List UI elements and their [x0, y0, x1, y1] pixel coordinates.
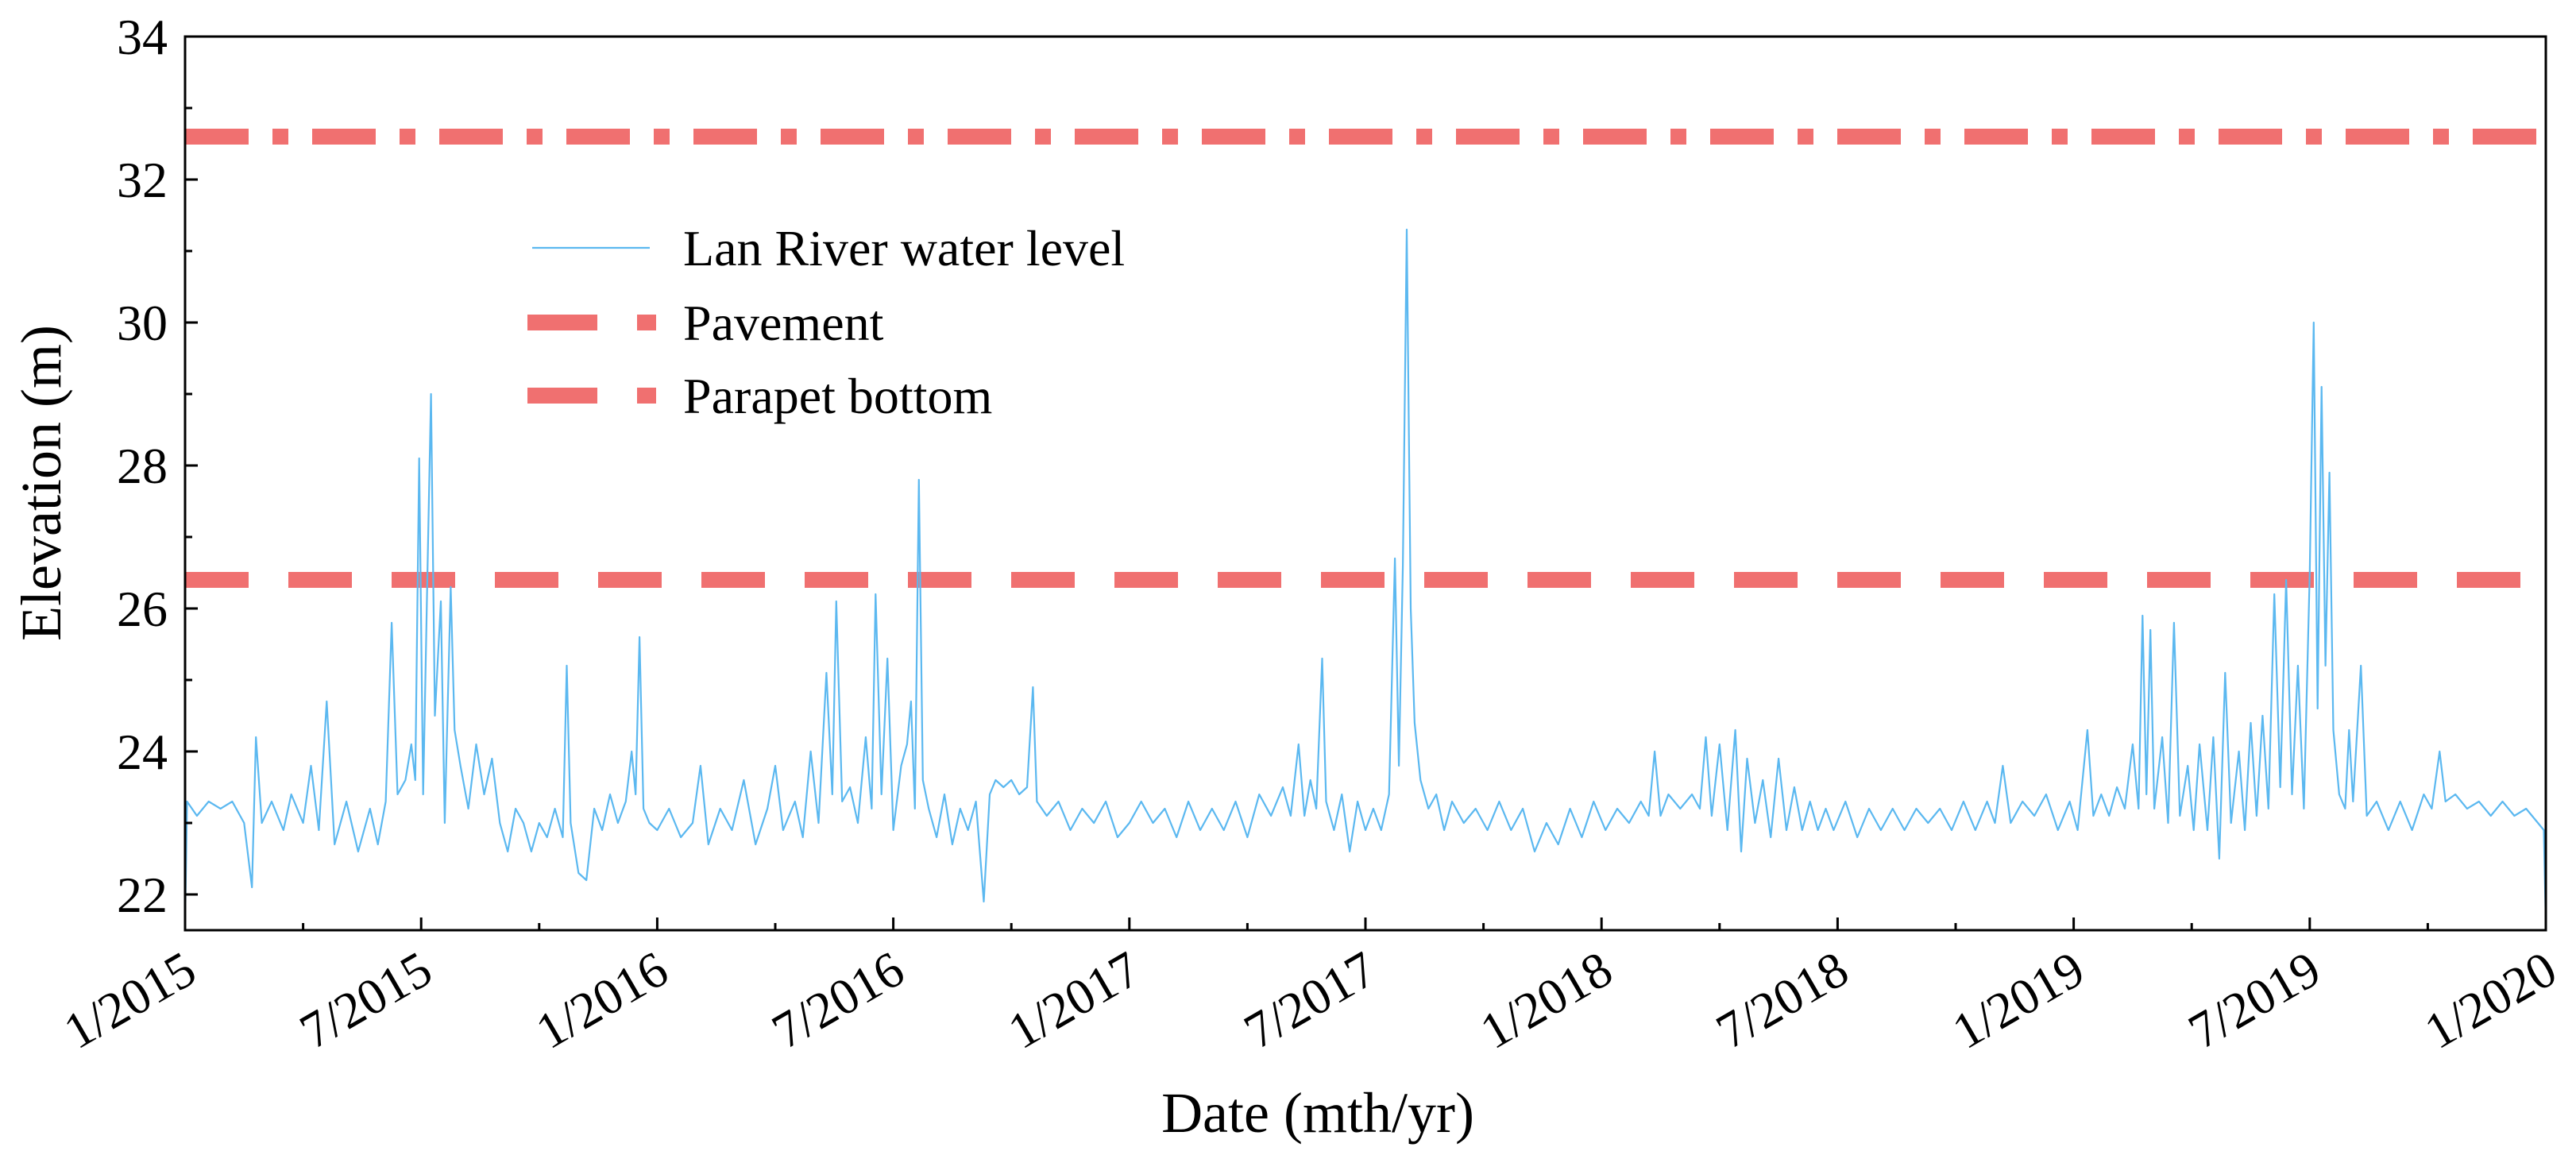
x-tick-label: 1/2017 [998, 941, 1149, 1060]
x-tick-label: 7/2017 [1235, 941, 1385, 1060]
y-tick-label: 34 [117, 9, 168, 65]
legend-water-level-label: Lan River water level [683, 220, 1125, 276]
x-tick-label: 1/2019 [1943, 941, 2093, 1060]
y-tick-label: 28 [117, 438, 168, 494]
y-tick-label: 22 [117, 867, 168, 923]
x-tick-label: 7/2019 [2179, 941, 2329, 1060]
plot-frame [183, 35, 2547, 932]
legend-parapet-bottom-label: Parapet bottom [683, 368, 992, 424]
legend-pavement-label: Pavement [683, 295, 884, 351]
y-axis-ticks: 22 24 26 28 30 32 34 [117, 9, 198, 923]
x-tick-label: 7/2018 [1707, 941, 1857, 1060]
x-tick-label: 1/2018 [1471, 941, 1621, 1060]
y-tick-label: 24 [117, 724, 168, 780]
y-axis-title: Elevation (m) [10, 325, 73, 641]
x-tick-label: 1/2020 [2416, 941, 2566, 1060]
y-tick-label: 30 [117, 295, 168, 351]
x-tick-label: 1/2016 [527, 941, 677, 1060]
y-tick-label: 32 [117, 152, 168, 208]
x-tick-label: 7/2016 [763, 941, 913, 1060]
y-tick-label: 26 [117, 581, 168, 637]
x-axis-title: Date (mth/yr) [1161, 1081, 1474, 1145]
legend: Lan River water level Pavement Parapet b… [527, 220, 1125, 424]
water-level-series-line [185, 228, 2546, 924]
x-tick-label: 7/2015 [291, 941, 441, 1060]
x-axis-ticks: 1/2015 7/2015 1/2016 7/2016 1/2017 7/2017 1/20… [55, 917, 2566, 1060]
x-tick-label: 1/2015 [55, 941, 205, 1060]
